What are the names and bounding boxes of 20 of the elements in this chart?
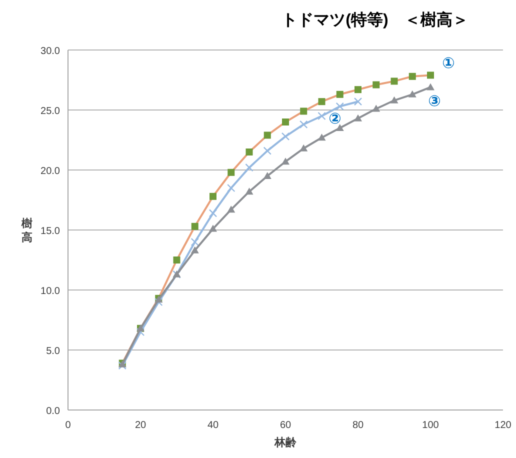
y-tick-label: 10.0: [40, 286, 60, 297]
x-tick-label: 0: [65, 420, 72, 431]
chart-title: トドマツ(特等) ＜樹高＞: [282, 10, 468, 29]
series-label: ②: [328, 110, 342, 128]
x-tick-label: 80: [352, 420, 364, 431]
y-tick-label: 25.0: [40, 106, 60, 117]
y-tick-label: 20.0: [40, 166, 60, 177]
x-tick-label: 20: [134, 420, 146, 431]
series-label: ①: [442, 55, 455, 72]
y-tick-label: 30.0: [40, 46, 60, 57]
x-tick-label: 60: [280, 420, 292, 431]
series-label: ③: [428, 93, 441, 110]
y-tick-label: 5.0: [46, 346, 60, 357]
x-tick-label: 120: [494, 420, 512, 431]
x-tick-label: 100: [422, 420, 440, 431]
y-axis-title: 樹高: [20, 217, 32, 244]
y-tick-label: 15.0: [40, 226, 60, 237]
x-tick-label: 40: [207, 420, 219, 431]
x-axis-title: 林齢: [274, 436, 298, 449]
y-tick-label: 0.0: [46, 406, 60, 417]
